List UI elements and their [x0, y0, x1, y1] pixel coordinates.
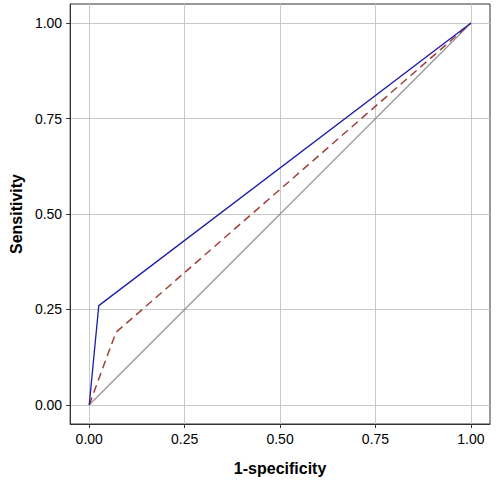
svg-text:1.00: 1.00 [457, 431, 484, 447]
svg-text:0.25: 0.25 [171, 431, 198, 447]
svg-text:0.75: 0.75 [362, 431, 389, 447]
svg-text:0.75: 0.75 [35, 111, 62, 127]
svg-text:1.00: 1.00 [35, 15, 62, 31]
svg-text:0.50: 0.50 [266, 431, 293, 447]
svg-text:0.25: 0.25 [35, 301, 62, 317]
svg-text:0.00: 0.00 [76, 431, 103, 447]
svg-text:1-specificity: 1-specificity [234, 460, 327, 477]
svg-text:Sensitivity: Sensitivity [8, 174, 25, 254]
svg-text:0.00: 0.00 [35, 397, 62, 413]
svg-text:0.50: 0.50 [35, 206, 62, 222]
